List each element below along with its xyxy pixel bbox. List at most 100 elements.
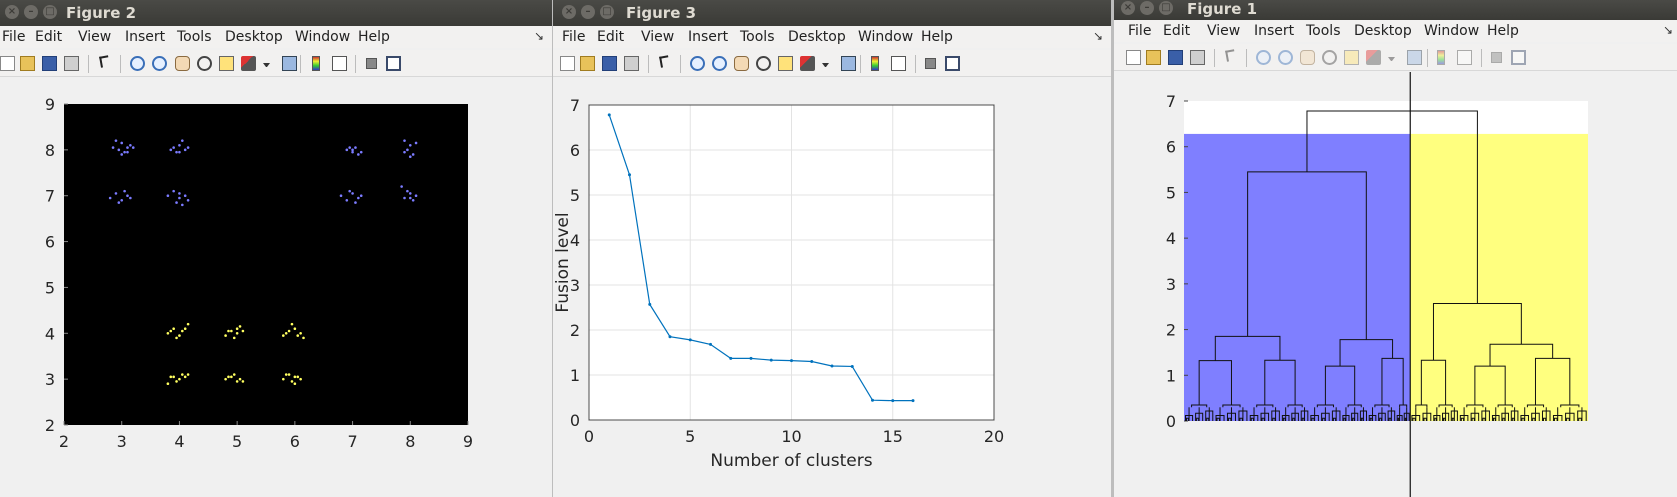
- pan-hand-icon[interactable]: [175, 56, 190, 71]
- show-plot-tools-icon[interactable]: [386, 56, 401, 71]
- line-plot[interactable]: 0 5 10 15 20 0 1 2 3 4 5 6 7 Number of clusters Fusion…: [553, 77, 1111, 497]
- menu-desktop[interactable]: Desktop: [225, 29, 283, 45]
- legend-icon[interactable]: [891, 56, 906, 71]
- show-plot-tools-icon[interactable]: [945, 56, 960, 71]
- zoom-in-icon[interactable]: [130, 56, 145, 71]
- show-plot-tools-icon[interactable]: [1511, 50, 1526, 65]
- menu-view[interactable]: View: [641, 29, 675, 45]
- data-point: [406, 148, 409, 152]
- pan-hand-icon[interactable]: [734, 56, 749, 71]
- hide-plot-tools-icon[interactable]: [925, 58, 936, 69]
- rotate-3d-icon[interactable]: [1322, 50, 1337, 65]
- print-icon[interactable]: [624, 56, 639, 71]
- menu-expand-arrow-icon[interactable]: ↘: [533, 29, 544, 43]
- pointer-icon[interactable]: [99, 55, 110, 68]
- minimize-window-icon[interactable]: –: [581, 5, 595, 19]
- menu-desktop[interactable]: Desktop: [788, 29, 846, 45]
- close-window-icon[interactable]: ×: [562, 5, 576, 19]
- menu-edit[interactable]: Edit: [1163, 23, 1191, 39]
- legend-icon[interactable]: [1457, 50, 1472, 65]
- menu-file[interactable]: File: [562, 29, 586, 45]
- menu-bar: File Edit View Insert Tools Desktop Window Help…: [553, 26, 1111, 48]
- data-point: [790, 359, 793, 363]
- zoom-out-icon[interactable]: [712, 56, 727, 71]
- menu-help[interactable]: Help: [1487, 23, 1519, 39]
- new-figure-icon[interactable]: [1126, 50, 1141, 65]
- data-point: [709, 342, 712, 346]
- print-icon[interactable]: [64, 56, 79, 71]
- brush-dropdown-icon[interactable]: [263, 63, 270, 67]
- hide-plot-tools-icon[interactable]: [366, 58, 377, 69]
- toolbar-separator: [680, 55, 681, 73]
- save-icon[interactable]: [42, 56, 57, 71]
- link-plot-icon[interactable]: [282, 56, 297, 71]
- menu-window[interactable]: Window: [1424, 23, 1480, 39]
- brush-dropdown-icon[interactable]: [1388, 57, 1395, 61]
- hide-plot-tools-icon[interactable]: [1491, 52, 1502, 63]
- menu-file[interactable]: File: [1128, 23, 1152, 39]
- menu-tools[interactable]: Tools: [177, 29, 212, 45]
- minimize-window-icon[interactable]: –: [24, 5, 38, 19]
- data-cursor-icon[interactable]: [778, 56, 793, 71]
- menu-edit[interactable]: Edit: [35, 29, 63, 45]
- menu-expand-arrow-icon[interactable]: ↘: [1662, 23, 1673, 37]
- menu-view[interactable]: View: [78, 29, 112, 45]
- pointer-icon[interactable]: [659, 55, 670, 68]
- menu-insert[interactable]: Insert: [1254, 23, 1295, 39]
- zoom-in-icon[interactable]: [1256, 50, 1271, 65]
- zoom-in-icon[interactable]: [690, 56, 705, 71]
- menu-edit[interactable]: Edit: [597, 29, 625, 45]
- menu-insert[interactable]: Insert: [688, 29, 729, 45]
- maximize-window-icon[interactable]: □: [43, 5, 57, 19]
- y-tick-label: 7: [570, 96, 580, 115]
- menu-desktop[interactable]: Desktop: [1354, 23, 1412, 39]
- data-point: [166, 331, 170, 335]
- rotate-3d-icon[interactable]: [756, 56, 771, 71]
- brush-dropdown-icon[interactable]: [822, 63, 829, 67]
- menu-help[interactable]: Help: [358, 29, 390, 45]
- colorbar-icon[interactable]: [312, 56, 320, 71]
- close-window-icon[interactable]: ×: [5, 5, 19, 19]
- zoom-out-icon[interactable]: [1278, 50, 1293, 65]
- data-cursor-icon[interactable]: [1344, 50, 1359, 65]
- new-figure-icon[interactable]: [0, 56, 15, 71]
- menu-tools[interactable]: Tools: [1306, 23, 1341, 39]
- open-file-icon[interactable]: [20, 56, 35, 71]
- menu-view[interactable]: View: [1207, 23, 1241, 39]
- dendrogram-plot[interactable]: 0 1 2 3 4 5 6 7: [1114, 72, 1677, 497]
- data-cursor-icon[interactable]: [219, 56, 234, 71]
- menu-tools[interactable]: Tools: [740, 29, 775, 45]
- brush-icon[interactable]: [1366, 50, 1381, 65]
- maximize-window-icon[interactable]: □: [600, 5, 614, 19]
- save-icon[interactable]: [1168, 50, 1183, 65]
- pan-hand-icon[interactable]: [1300, 50, 1315, 65]
- menu-window[interactable]: Window: [295, 29, 351, 45]
- scatter-plot[interactable]: 2 3 4 5 6 7 8 9 2 3 4 5 6 7 8 9: [0, 77, 552, 497]
- save-icon[interactable]: [602, 56, 617, 71]
- menu-window[interactable]: Window: [858, 29, 914, 45]
- new-figure-icon[interactable]: [560, 56, 575, 71]
- link-plot-icon[interactable]: [1407, 50, 1422, 65]
- rotate-3d-icon[interactable]: [197, 56, 212, 71]
- data-point: [830, 364, 834, 368]
- open-file-icon[interactable]: [580, 56, 595, 71]
- menu-insert[interactable]: Insert: [125, 29, 166, 45]
- colorbar-icon[interactable]: [871, 56, 879, 71]
- colorbar-icon[interactable]: [1437, 50, 1445, 65]
- menu-file[interactable]: File: [2, 29, 26, 45]
- legend-icon[interactable]: [332, 56, 347, 71]
- print-icon[interactable]: [1190, 50, 1205, 65]
- maximize-window-icon[interactable]: □: [1159, 1, 1173, 15]
- menu-expand-arrow-icon[interactable]: ↘: [1092, 29, 1103, 43]
- data-point: [357, 153, 360, 156]
- open-file-icon[interactable]: [1146, 50, 1161, 65]
- menu-help[interactable]: Help: [921, 29, 953, 45]
- x-tick-label: 4: [174, 432, 184, 451]
- link-plot-icon[interactable]: [841, 56, 856, 71]
- brush-icon[interactable]: [800, 56, 815, 71]
- brush-icon[interactable]: [241, 56, 256, 71]
- zoom-out-icon[interactable]: [152, 56, 167, 71]
- close-window-icon[interactable]: ×: [1121, 1, 1135, 15]
- minimize-window-icon[interactable]: –: [1140, 1, 1154, 15]
- pointer-icon[interactable]: [1225, 49, 1236, 62]
